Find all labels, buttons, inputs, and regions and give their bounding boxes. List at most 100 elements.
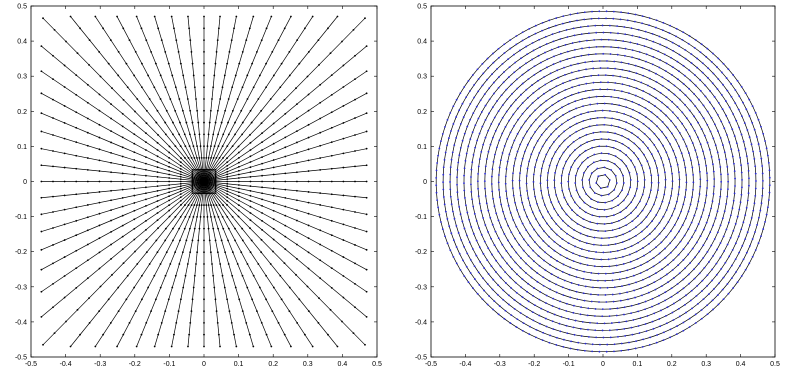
ring-point: [658, 261, 661, 264]
ring-point: [639, 272, 642, 274]
ring-point: [496, 293, 499, 296]
ring-point: [642, 122, 645, 125]
y-tick-label: -0.2: [415, 249, 427, 256]
ring-point: [459, 268, 462, 271]
ring-point: [684, 196, 686, 199]
ring-point: [435, 176, 438, 179]
x-tick-label: -0.4: [459, 361, 471, 368]
ring-point: [521, 157, 524, 160]
ring-point: [638, 128, 640, 131]
ring-point: [505, 190, 508, 193]
ring-point: [480, 209, 483, 212]
ring-point: [655, 19, 658, 22]
ray-point: [193, 168, 196, 171]
ray-point: [227, 133, 230, 136]
ray-point: [179, 199, 182, 202]
ray-point: [228, 310, 231, 313]
ring-point: [748, 224, 751, 226]
ring-point: [594, 110, 597, 112]
ring-point: [735, 271, 737, 273]
ring-point: [478, 227, 480, 229]
ring-point: [722, 83, 724, 86]
ray-point: [150, 50, 152, 53]
ring-point: [646, 260, 649, 263]
ring-point: [606, 131, 609, 134]
ring-point: [604, 294, 607, 296]
ring-point: [479, 99, 482, 102]
ring-point: [678, 145, 680, 148]
ray-point: [173, 333, 175, 336]
ring-point: [581, 127, 584, 130]
ring-point: [678, 186, 681, 188]
ray-point: [133, 286, 136, 289]
ring-point: [498, 188, 500, 191]
ring-point: [546, 66, 548, 69]
ring-point: [559, 245, 562, 248]
ring-point: [653, 132, 656, 135]
ring-point: [504, 175, 507, 178]
ray-point: [52, 78, 54, 81]
ring-point: [508, 119, 511, 122]
ring-point: [455, 116, 458, 118]
ring-point: [442, 166, 445, 169]
ring-point: [619, 299, 622, 302]
ring-point: [621, 68, 624, 71]
ring-point: [585, 193, 588, 195]
ray-point: [170, 15, 173, 18]
ring-point: [685, 174, 688, 176]
ring-point: [621, 83, 624, 86]
ring-point: [702, 150, 704, 153]
y-tick-label: 0.3: [417, 74, 427, 81]
ring-point: [721, 71, 723, 74]
ring-point: [525, 262, 528, 265]
ray-point: [156, 205, 159, 208]
ring-point: [695, 295, 698, 297]
ray-point: [75, 249, 78, 252]
ring-point: [740, 275, 743, 277]
ray-point: [159, 263, 162, 265]
ring-point: [526, 290, 529, 293]
ray-point: [98, 136, 101, 139]
ray-point: [234, 133, 236, 136]
ray-point: [52, 54, 54, 57]
ring-point: [676, 60, 679, 63]
ring-point: [654, 105, 656, 107]
ring-point: [706, 179, 709, 182]
ring-point: [543, 230, 546, 233]
ring-point: [588, 125, 591, 128]
ray-point: [168, 180, 171, 183]
ray-point: [226, 161, 229, 164]
ring-point: [717, 130, 719, 133]
ring-point: [612, 146, 615, 149]
ring-point: [725, 77, 728, 79]
ring-point: [714, 217, 717, 220]
ring-point: [670, 120, 673, 122]
ray-point: [145, 162, 147, 165]
ray-point: [99, 75, 102, 78]
ring-point: [575, 189, 578, 192]
ray-point: [207, 192, 210, 195]
ring-point: [483, 267, 486, 269]
ring-point: [553, 55, 555, 58]
ray-point: [330, 234, 333, 237]
ray-point: [288, 286, 291, 289]
ring-point: [694, 84, 697, 87]
ray-point: [249, 200, 252, 202]
ring-point: [679, 298, 681, 301]
ring-point: [691, 247, 694, 250]
ring-point: [671, 41, 674, 44]
ring-point: [638, 36, 641, 39]
ring-point: [502, 289, 505, 292]
ray-point: [156, 212, 159, 214]
ray-point: [284, 164, 287, 166]
ray-point: [178, 98, 181, 100]
ring-point: [555, 85, 558, 88]
ring-point: [534, 166, 536, 169]
ring-point: [526, 215, 528, 218]
ring-point: [579, 262, 582, 265]
ray-point: [237, 199, 240, 202]
ring-point: [629, 179, 632, 181]
ring-point: [522, 238, 525, 241]
ring-point: [600, 237, 603, 240]
ring-point: [625, 320, 628, 323]
